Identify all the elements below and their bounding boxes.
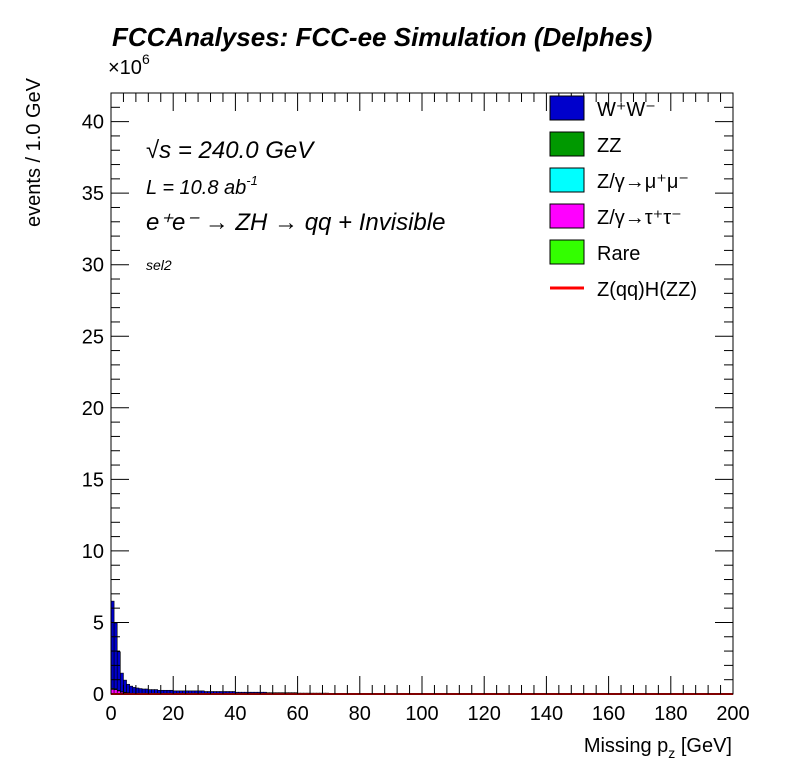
legend-label: W⁺W⁻ (597, 99, 656, 121)
y-tick-label: 5 (93, 612, 104, 634)
annotation-sqrt-s: √s = 240.0 GeV (146, 137, 315, 164)
y-multiplier: ×106 (108, 51, 150, 79)
x-tick-label: 160 (592, 703, 625, 725)
sqrt-s-symbol: √s (146, 137, 171, 164)
annotation-lumi: L = 10.8 ab-1 (146, 173, 258, 199)
y-tick-label: 10 (82, 541, 104, 563)
x-tick-label: 60 (286, 703, 308, 725)
axis-ticks (110, 92, 734, 695)
sqrt-s-value: = 240.0 GeV (171, 137, 315, 164)
x-tick-label: 40 (224, 703, 246, 725)
y-tick-label: 0 (93, 684, 104, 706)
legend-swatch (549, 239, 585, 265)
x-tick-label: 80 (349, 703, 371, 725)
annotation-process: e⁺e⁻ → ZH → qq + Invisible (146, 209, 445, 236)
x-tick-label: 0 (105, 703, 116, 725)
lumi-exponent: -1 (246, 173, 258, 188)
series-0 (110, 600, 392, 695)
legend-label: Z/γ→μ⁺μ⁻ (597, 171, 689, 193)
legend-swatch (549, 131, 585, 157)
hist-bar (116, 651, 121, 695)
x-axis-label-sub: z (668, 745, 675, 761)
legend-label: Rare (597, 243, 640, 265)
x-axis-label-unit: [GeV] (675, 735, 732, 757)
y-tick-label: 40 (82, 112, 104, 134)
y-multiplier-exponent: 6 (142, 51, 150, 67)
x-tick-label: 100 (405, 703, 438, 725)
x-tick-label: 200 (716, 703, 749, 725)
y-tick-label: 20 (82, 398, 104, 420)
x-tick-label: 20 (162, 703, 184, 725)
chart-title: FCCAnalyses: FCC-ee Simulation (Delphes) (112, 22, 652, 52)
legend-swatch (549, 95, 585, 121)
hist-bar (126, 683, 130, 695)
legend-swatch (549, 167, 585, 193)
x-axis-label: Missing pz [GeV] (584, 735, 732, 761)
x-tick-label: 120 (468, 703, 501, 725)
legend-label: ZZ (597, 135, 621, 157)
y-tick-label: 15 (82, 469, 104, 491)
plot-frame (110, 92, 734, 695)
x-tick-label: 140 (530, 703, 563, 725)
legend-entry: Z/γ→μ⁺μ⁻ (549, 167, 689, 193)
legend: W⁺W⁻ ZZ Z/γ→μ⁺μ⁻ Z/γ→τ⁺τ⁻ Rare Z(qq)H(ZZ) (549, 95, 697, 301)
x-tick-label: 180 (654, 703, 687, 725)
hist-bar (129, 685, 134, 695)
hist-bar (113, 622, 118, 695)
legend-label: Z/γ→τ⁺τ⁻ (597, 207, 682, 229)
tick-labels: 0 20 40 60 80 100 120 140 160 180 200 0 5 10 15 20 25 30 3… (82, 112, 750, 725)
y-tick-label: 25 (82, 326, 104, 348)
annotation-selection: sel2 (146, 257, 172, 273)
y-tick-label: 35 (82, 183, 104, 205)
legend-entry: Z/γ→τ⁺τ⁻ (549, 203, 682, 229)
legend-entry: Z(qq)H(ZZ) (550, 279, 697, 301)
legend-entry: W⁺W⁻ (549, 95, 656, 121)
legend-swatch (549, 203, 585, 229)
y-axis-label: events / 1.0 GeV (23, 77, 45, 227)
legend-label: Z(qq)H(ZZ) (597, 279, 697, 301)
legend-entry: ZZ (549, 131, 621, 157)
y-tick-label: 30 (82, 255, 104, 277)
legend-entry: Rare (549, 239, 640, 265)
